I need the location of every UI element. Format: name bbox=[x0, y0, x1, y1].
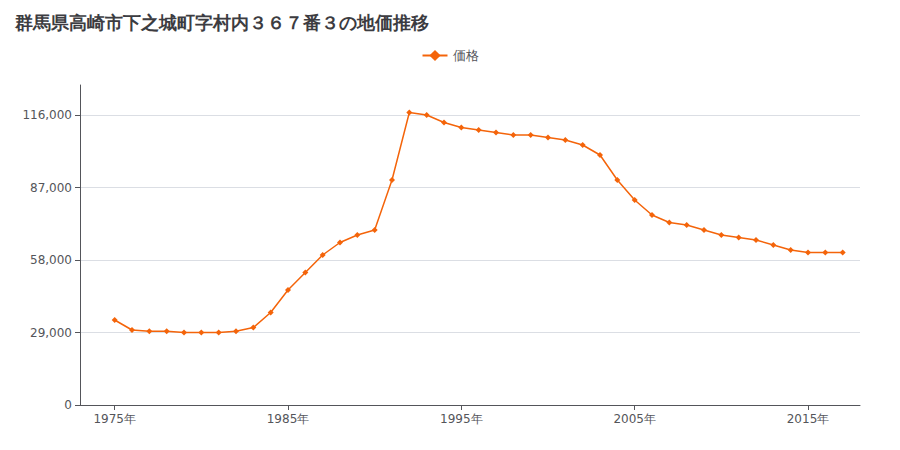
svg-text:価格: 価格 bbox=[453, 48, 479, 63]
svg-text:116,000: 116,000 bbox=[22, 108, 72, 122]
svg-text:1985年: 1985年 bbox=[267, 412, 310, 426]
svg-text:2005年: 2005年 bbox=[613, 412, 656, 426]
svg-text:87,000: 87,000 bbox=[30, 181, 72, 195]
svg-text:1995年: 1995年 bbox=[440, 412, 483, 426]
svg-text:1975年: 1975年 bbox=[93, 412, 136, 426]
svg-text:58,000: 58,000 bbox=[30, 253, 72, 267]
svg-text:2015年: 2015年 bbox=[787, 412, 830, 426]
svg-text:0: 0 bbox=[64, 398, 72, 412]
svg-text:群馬県高崎市下之城町字村内３６７番３の地価推移: 群馬県高崎市下之城町字村内３６７番３の地価推移 bbox=[14, 12, 429, 33]
svg-text:29,000: 29,000 bbox=[30, 326, 72, 340]
